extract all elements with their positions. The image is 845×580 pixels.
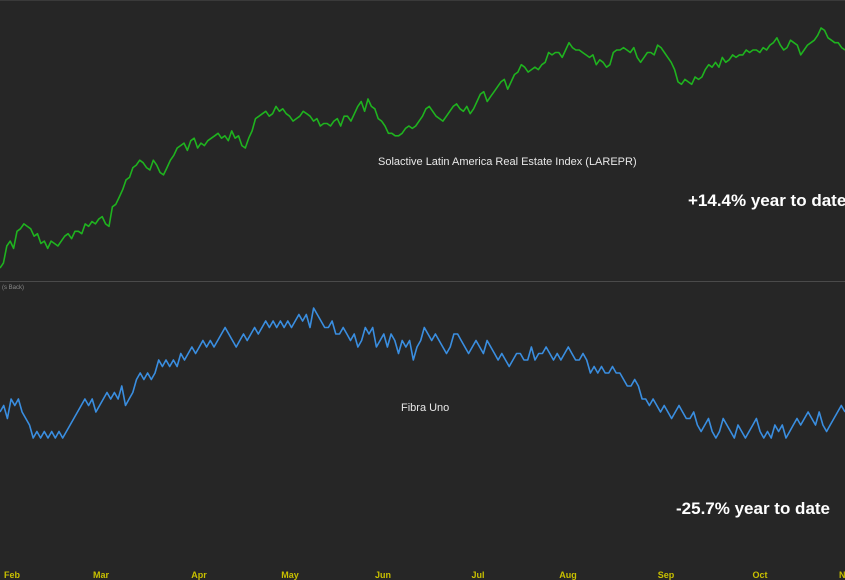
x-tick-label: Feb — [4, 570, 21, 580]
x-tick-label: Sep — [658, 570, 675, 580]
larepr-ytd-label: +14.4% year to date — [688, 191, 845, 210]
x-tick-label-partial: N — [839, 570, 845, 580]
larepr-series-line — [0, 27, 845, 269]
x-tick-label: Mar — [93, 570, 110, 580]
x-tick-label: Apr — [191, 570, 207, 580]
panel-note: (s Back) — [2, 285, 25, 291]
x-tick-label: Oct — [752, 570, 767, 580]
x-tick-label: Jul — [471, 570, 484, 580]
x-tick-label: Jun — [375, 570, 391, 580]
fibra-ytd-label: -25.7% year to date — [676, 499, 831, 518]
fibra-series-label: Fibra Uno — [401, 402, 450, 414]
x-tick-label: May — [281, 570, 299, 580]
panel-divider — [0, 281, 845, 282]
x-tick-label: Aug — [559, 570, 577, 580]
larepr-series-label: Solactive Latin America Real Estate Inde… — [378, 156, 637, 168]
fibra-series-line — [0, 307, 845, 439]
top-border — [0, 0, 845, 1]
